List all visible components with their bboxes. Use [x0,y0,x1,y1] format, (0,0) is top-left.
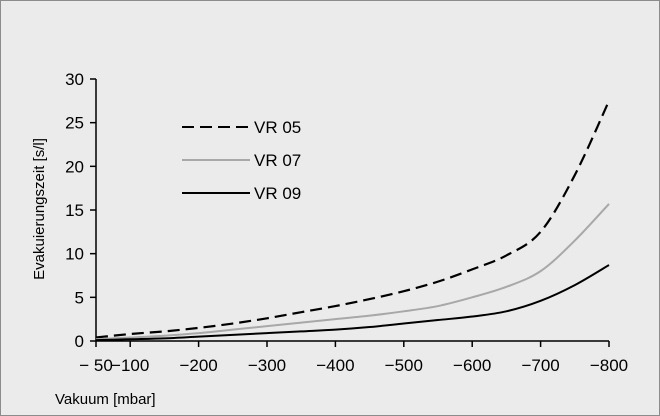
y-tick-label: 20 [65,157,84,176]
x-tick-label: −200 [179,356,217,375]
series-line-vr-07 [95,203,610,341]
x-axis-title: Vakuum [mbar] [55,391,156,408]
series-line-vr-05 [95,100,610,339]
axes: 0 5 10 15 20 25 30 − 50−100 −200 −300 −400 −500 −600… [65,70,628,375]
y-tick-label: 10 [65,245,84,264]
x-tick-label: −700 [521,356,559,375]
y-tick-label: 5 [75,288,84,307]
x-tick-label: −600 [453,356,491,375]
x-tick-label: −300 [248,356,286,375]
y-tick-label: 0 [75,332,84,351]
series-line-vr-09 [95,264,610,342]
y-axis-title: Evakuierungszeit [s/l] [31,138,48,280]
x-tick-label: −800 [590,356,628,375]
y-tick-label: 15 [65,201,84,220]
legend: VR 05 VR 07 VR 09 [182,118,301,203]
x-tick-label: −500 [385,356,423,375]
series-layer [95,100,610,342]
x-tick-label: − 50 [79,356,113,375]
y-tick-label: 30 [65,70,84,89]
x-tick-label: −400 [316,356,354,375]
legend-label: VR 09 [254,184,301,203]
legend-label: VR 07 [254,151,301,170]
y-tick-label: 25 [65,114,84,133]
legend-label: VR 05 [254,118,301,137]
x-tick-label: −100 [111,356,149,375]
